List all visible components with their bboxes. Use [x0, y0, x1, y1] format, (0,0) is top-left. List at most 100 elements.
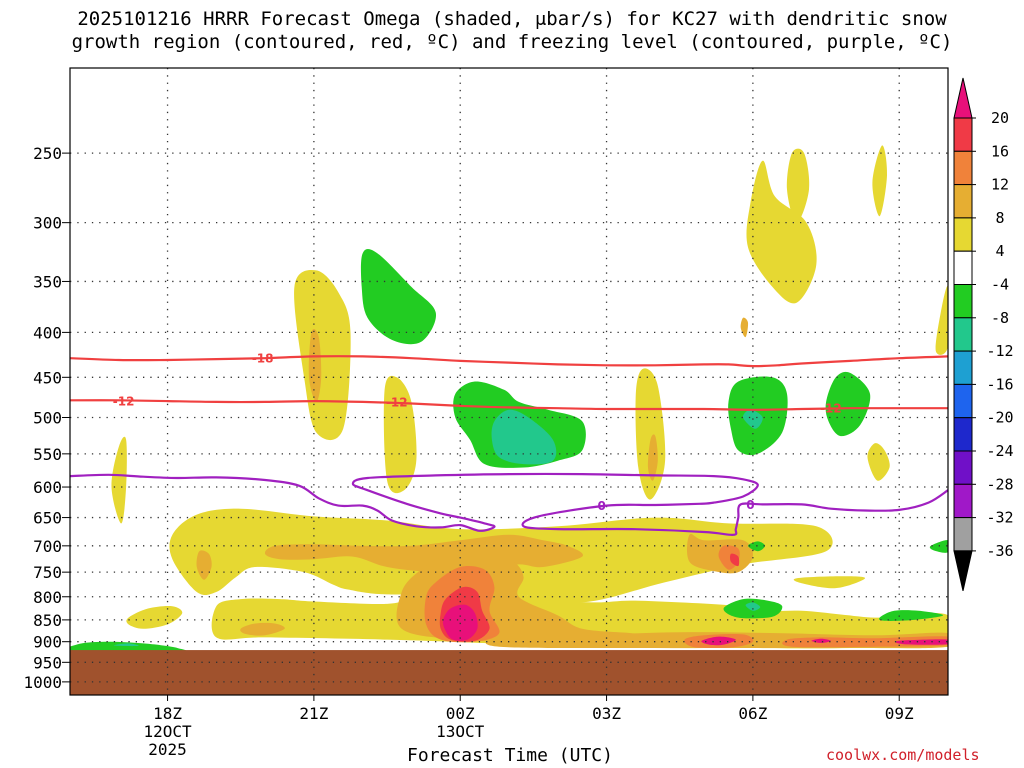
x-tick-03Z: 03Z	[592, 704, 621, 723]
colorbar-label-4: 4	[995, 242, 1004, 260]
contour-lines: -18 -12 -12 -12 0 0	[70, 352, 948, 536]
y-tick-700: 700	[33, 537, 62, 556]
colorbar-label-0: 20	[991, 109, 1009, 127]
omega-region-4	[872, 145, 888, 217]
colorbar-swatch-9	[953, 417, 973, 452]
omega-region-10	[647, 434, 658, 481]
pressure-axis: 250 300 350 400 450 500 550 600 650 700 750 800 850 9…	[23, 144, 70, 692]
omega-region-32	[491, 409, 557, 465]
x-tick-09Z: 09Z	[885, 704, 914, 723]
y-tick-400: 400	[33, 323, 62, 342]
y-tick-850: 850	[33, 611, 62, 630]
grid-lines	[70, 68, 948, 695]
colorbar: 20 16 12 8 4 -4 -8 -12 -16 -20 -24 -28 -32 -36	[953, 77, 1014, 592]
colorbar-swatch-2	[953, 184, 973, 219]
omega-region-7	[935, 285, 948, 355]
colorbar-label-7: -12	[986, 342, 1013, 360]
omega-shading	[70, 145, 948, 653]
omega-region-6	[786, 148, 810, 223]
colorbar-swatch-6	[953, 317, 973, 352]
contour-label--18-0: -18	[252, 352, 274, 366]
ground-layer	[70, 650, 948, 695]
x-tick-21Z: 21Z	[299, 704, 328, 723]
omega-region-27	[701, 636, 736, 646]
colorbar-swatch-1	[953, 150, 973, 186]
omega-region-20	[240, 622, 285, 636]
colorbar-label-9: -20	[986, 409, 1013, 427]
y-tick-900: 900	[33, 633, 62, 652]
colorbar-swatch-3	[953, 217, 973, 252]
omega-region-0	[111, 436, 127, 524]
omega-region-43	[113, 643, 139, 647]
x-tick-00Z: 00Z	[446, 704, 475, 723]
omega-region-3	[383, 375, 417, 494]
colorbar-label-10: -24	[986, 442, 1013, 460]
colorbar-label-11: -28	[986, 475, 1013, 493]
colorbar-label-13: -36	[986, 542, 1013, 560]
contour-line--18	[70, 355, 948, 368]
y-tick-250: 250	[33, 144, 62, 163]
colorbar-label-2: 12	[991, 176, 1009, 194]
contour-label--12-0: -12	[113, 395, 135, 409]
omega-region-29	[895, 639, 948, 645]
colorbar-swatch-7	[953, 350, 973, 385]
chart-title-line-2: growth region (contoured, red, ºC) and f…	[71, 31, 953, 53]
contour-label--12-2: -12	[820, 402, 842, 416]
y-tick-950: 950	[33, 653, 62, 672]
x-axis-label: Forecast Time (UTC)	[407, 745, 613, 766]
y-tick-800: 800	[33, 588, 62, 607]
omega-region-39	[745, 602, 761, 611]
y-tick-500: 500	[33, 408, 62, 427]
x-tick-date-18Z: 12OCT	[143, 722, 192, 741]
x-tick-date-00Z: 13OCT	[436, 722, 485, 741]
colorbar-label-1: 16	[991, 142, 1009, 160]
plot-area: -18 -12 -12 -12 0 0	[70, 68, 948, 695]
colorbar-top-arrow	[953, 77, 973, 119]
colorbar-swatch-4	[953, 250, 973, 285]
y-tick-1000: 1000	[23, 673, 62, 692]
colorbar-label-8: -16	[986, 375, 1013, 393]
omega-region-19	[126, 605, 183, 629]
source-credit: coolwx.com/models	[826, 746, 980, 764]
colorbar-bottom-arrow	[953, 550, 973, 592]
y-tick-550: 550	[33, 445, 62, 464]
x-tick-year-18Z: 2025	[148, 740, 187, 759]
colorbar-swatch-11	[953, 483, 973, 519]
omega-region-33	[360, 249, 437, 345]
chart-title-line-1: 2025101216 HRRR Forecast Omega (shaded, …	[77, 8, 947, 30]
y-tick-350: 350	[33, 272, 62, 291]
y-tick-600: 600	[33, 478, 62, 497]
colorbar-label-12: -32	[986, 509, 1013, 527]
omega-region-5	[746, 160, 817, 304]
omega-region-18	[211, 586, 948, 649]
omega-region-41	[878, 610, 944, 621]
omega-region-40	[929, 540, 948, 553]
omega-region-11	[867, 443, 890, 481]
y-tick-450: 450	[33, 368, 62, 387]
omega-region-36	[825, 371, 871, 437]
contour-line--12	[70, 399, 948, 411]
x-tick-06Z: 06Z	[738, 704, 767, 723]
contour-line-0	[70, 472, 948, 536]
omega-region-13	[196, 550, 212, 580]
ground-fill	[70, 650, 948, 695]
colorbar-swatch-0	[953, 117, 973, 152]
omega-region-2	[308, 328, 322, 402]
omega-region-9	[635, 368, 666, 500]
omega-region-44	[793, 576, 866, 589]
contour-label-0-0: 0	[597, 499, 605, 513]
contour-label-0-1: 0	[746, 498, 754, 512]
y-tick-650: 650	[33, 509, 62, 528]
chart-title: 2025101216 HRRR Forecast Omega (shaded, …	[0, 8, 1024, 54]
colorbar-swatch-8	[953, 383, 973, 419]
x-tick-18Z: 18Z	[153, 704, 182, 723]
colorbar-label-5: -4	[991, 276, 1009, 294]
colorbar-swatch-12	[953, 517, 973, 552]
plot-frame	[69, 67, 949, 696]
colorbar-swatch-5	[953, 284, 973, 319]
contour-label--12-1: -12	[386, 395, 408, 409]
y-tick-750: 750	[33, 563, 62, 582]
y-tick-300: 300	[33, 214, 62, 233]
